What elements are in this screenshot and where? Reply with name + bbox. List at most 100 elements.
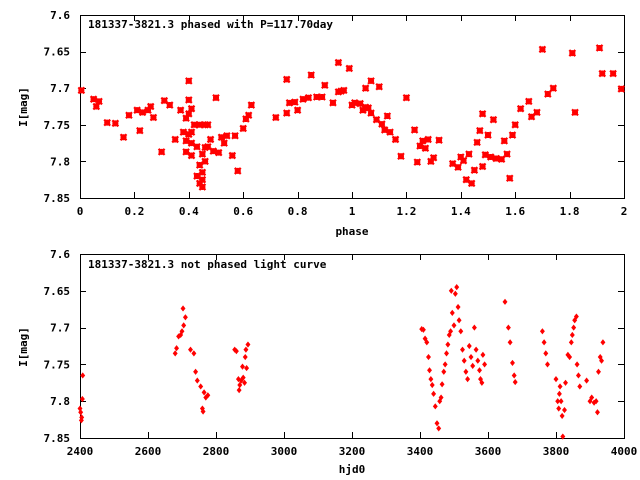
data-point <box>420 326 426 333</box>
data-point <box>508 131 517 139</box>
data-point <box>367 77 375 85</box>
data-point <box>242 379 248 386</box>
data-point <box>429 153 438 162</box>
data-point <box>244 111 253 120</box>
data-point <box>467 179 476 188</box>
y-tick-label: 7.85 <box>44 432 71 445</box>
data-point <box>454 284 460 291</box>
data-point <box>171 135 179 144</box>
data-point <box>533 108 541 117</box>
data-point <box>466 342 472 350</box>
data-point <box>507 339 513 346</box>
data-point <box>350 99 359 107</box>
data-point <box>539 328 545 335</box>
data-point <box>516 104 525 113</box>
x-tick-label: 1.6 <box>505 205 525 218</box>
data-point <box>589 394 595 401</box>
data-point <box>291 98 299 106</box>
data-point <box>231 132 239 140</box>
phased-light-curve-panel: 181337-3821.3 phased with P=117.70day I[… <box>17 9 627 238</box>
data-point <box>182 314 188 321</box>
data-point <box>243 346 249 353</box>
data-point <box>195 179 204 188</box>
data-point <box>402 93 411 102</box>
data-point <box>455 303 461 311</box>
data-point <box>185 96 193 104</box>
data-point <box>575 372 581 379</box>
data-point <box>103 118 111 127</box>
x-tick-label: 3400 <box>407 445 434 458</box>
data-point <box>378 120 386 128</box>
data-point <box>428 376 434 383</box>
data-point <box>460 346 465 353</box>
x-tick-label: 2800 <box>203 445 230 458</box>
data-point <box>595 409 600 416</box>
data-point <box>511 121 519 129</box>
plot-area-frame <box>80 254 625 439</box>
data-point <box>438 394 444 401</box>
data-point <box>198 383 204 390</box>
x-tick-label: 0 <box>77 205 84 218</box>
data-point <box>439 381 445 388</box>
data-point <box>558 398 564 405</box>
data-point <box>187 151 196 160</box>
data-point <box>195 161 204 169</box>
data-point <box>89 95 98 103</box>
data-point <box>247 101 256 109</box>
data-point <box>78 417 84 424</box>
data-point <box>193 172 201 180</box>
y-ticks: 7.6 7.65 7.7 7.75 7.8 7.85 <box>44 248 624 445</box>
data-point <box>293 106 302 114</box>
data-point <box>187 139 196 147</box>
data-point <box>571 324 577 331</box>
data-point <box>544 90 552 98</box>
data-point <box>463 368 469 375</box>
data-point <box>236 387 242 394</box>
y-tick-label: 7.75 <box>44 358 71 371</box>
data-point <box>397 152 405 161</box>
data-point <box>427 367 432 374</box>
data-point <box>233 167 242 175</box>
data-point <box>410 126 419 134</box>
data-point <box>245 341 251 348</box>
data-point <box>599 357 605 364</box>
data-point <box>193 368 199 375</box>
data-point <box>272 113 280 122</box>
chart-title: 181337-3821.3 not phased light curve <box>88 258 327 271</box>
data-point <box>149 113 158 122</box>
data-point <box>174 345 180 352</box>
data-point <box>435 136 443 144</box>
data-point <box>119 133 128 142</box>
data-point <box>449 309 455 316</box>
data-point <box>240 363 245 370</box>
data-point <box>577 383 583 390</box>
data-point <box>457 153 465 161</box>
data-point <box>557 383 563 390</box>
data-point <box>512 378 518 386</box>
data-point <box>421 144 430 153</box>
data-point <box>228 151 237 160</box>
x-tick-label: 1.2 <box>396 205 416 218</box>
data-point <box>217 133 226 142</box>
data-point <box>434 420 440 427</box>
chart-title: 181337-3821.3 phased with P=117.70day <box>88 18 333 31</box>
data-point <box>244 364 250 372</box>
data-point <box>340 86 348 95</box>
data-point <box>480 351 486 358</box>
data-point <box>600 339 606 346</box>
data-point <box>413 158 422 166</box>
data-point <box>233 348 239 355</box>
data-point <box>568 339 574 346</box>
data-point <box>541 339 547 346</box>
data-point <box>356 99 364 108</box>
data-point <box>239 124 247 133</box>
data-point <box>459 156 468 165</box>
data-point <box>187 128 196 136</box>
y-tick-label: 7.6 <box>50 248 70 261</box>
data-point <box>489 115 498 124</box>
data-point <box>391 135 400 144</box>
data-point <box>598 69 607 78</box>
x-tick-label: 2 <box>621 205 628 218</box>
y-tick-label: 7.7 <box>50 322 70 335</box>
data-point <box>571 108 579 117</box>
